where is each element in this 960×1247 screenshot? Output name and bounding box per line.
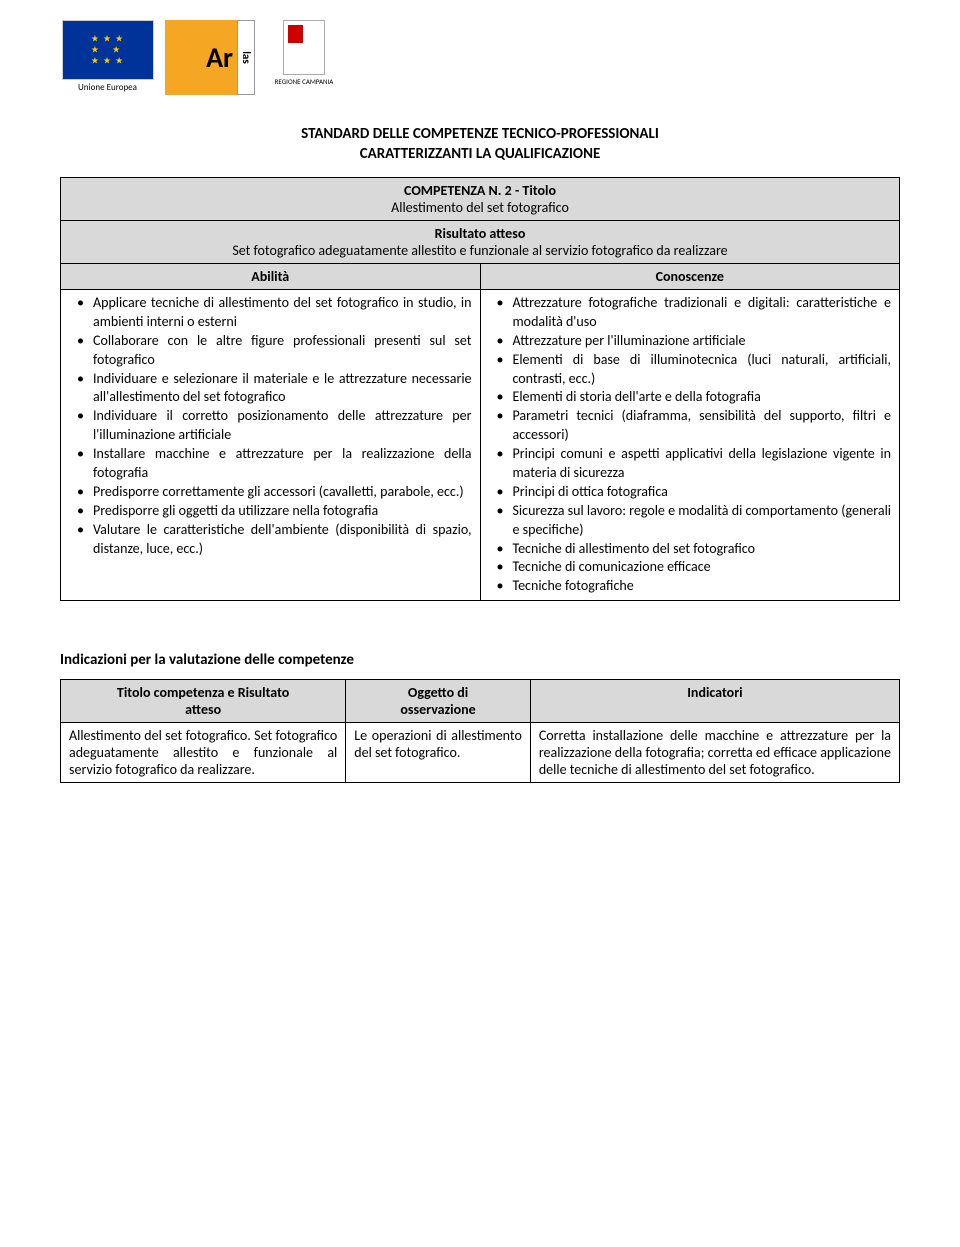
list-item: Elementi di storia dell'arte e della fot… xyxy=(489,388,892,407)
ind-col2-header: Oggetto di osservazione xyxy=(346,680,531,723)
list-item: Parametri tecnici (diaframma, sensibilit… xyxy=(489,407,892,445)
indicazioni-title: Indicazioni per la valutazione delle com… xyxy=(60,651,900,669)
page-title-line1: STANDARD DELLE COMPETENZE TECNICO-PROFES… xyxy=(60,125,900,143)
eu-flag-icon: ★ ★ ★★ ★★ ★ ★ xyxy=(62,20,154,80)
list-item: Individuare il corretto posizionamento d… xyxy=(69,407,472,445)
ind-c3: Corretta installazione delle macchine e … xyxy=(530,723,899,783)
indicazioni-table: Titolo competenza e Risultato atteso Ogg… xyxy=(60,679,900,783)
competenza-header: COMPETENZA N. 2 - Titolo Allestimento de… xyxy=(61,178,900,221)
conoscenze-list: Attrezzature fotografiche tradizionali e… xyxy=(489,294,892,596)
campania-shield-icon xyxy=(283,20,325,75)
list-item: Predisporre correttamente gli accessori … xyxy=(69,483,472,502)
logo-eu: ★ ★ ★★ ★★ ★ ★ Unione Europea xyxy=(60,20,155,95)
list-item: Sicurezza sul lavoro: regole e modalità … xyxy=(489,502,892,540)
ind-col1-header: Titolo competenza e Risultato atteso xyxy=(61,680,346,723)
list-item: Individuare e selezionare il materiale e… xyxy=(69,370,472,408)
conoscenze-header: Conoscenze xyxy=(480,264,900,290)
logo-bar: ★ ★ ★★ ★★ ★ ★ Unione Europea Ar las REGI… xyxy=(60,20,900,95)
list-item: Principi di ottica fotografica xyxy=(489,483,892,502)
list-item: Tecniche di allestimento del set fotogra… xyxy=(489,540,892,559)
risultato-label: Risultato atteso xyxy=(69,225,891,242)
list-item: Elementi di base di illuminotecnica (luc… xyxy=(489,351,892,389)
logo-campania-label: REGIONE CAMPANIA xyxy=(275,77,334,86)
list-item: Tecniche fotografiche xyxy=(489,577,892,596)
competenza-header-line2: Allestimento del set fotografico xyxy=(69,199,891,216)
logo-campania: REGIONE CAMPANIA xyxy=(269,20,339,95)
ind-c1: Allestimento del set fotografico. Set fo… xyxy=(61,723,346,783)
list-item: Installare macchine e attrezzature per l… xyxy=(69,445,472,483)
ind-c2: Le operazioni di allestimento del set fo… xyxy=(346,723,531,783)
table-row: Allestimento del set fotografico. Set fo… xyxy=(61,723,900,783)
abilita-cell: Applicare tecniche di allestimento del s… xyxy=(61,290,481,601)
list-item: Predisporre gli oggetti da utilizzare ne… xyxy=(69,502,472,521)
logo-ar-strip: las xyxy=(237,20,255,95)
list-item: Applicare tecniche di allestimento del s… xyxy=(69,294,472,332)
logo-eu-label: Unione Europea xyxy=(78,82,137,93)
logo-ar-text: Ar xyxy=(206,40,233,75)
competenza-header-line1: COMPETENZA N. 2 - Titolo xyxy=(69,182,891,199)
risultato-text: Set fotografico adeguatamente allestito … xyxy=(69,242,891,259)
abilita-list: Applicare tecniche di allestimento del s… xyxy=(69,294,472,558)
ind-col3-header: Indicatori xyxy=(530,680,899,723)
abilita-header: Abilità xyxy=(61,264,481,290)
list-item: Attrezzature fotografiche tradizionali e… xyxy=(489,294,892,332)
list-item: Collaborare con le altre figure professi… xyxy=(69,332,472,370)
list-item: Principi comuni e aspetti applicativi de… xyxy=(489,445,892,483)
list-item: Attrezzature per l'illuminazione artific… xyxy=(489,332,892,351)
list-item: Tecniche di comunicazione efficace xyxy=(489,558,892,577)
conoscenze-cell: Attrezzature fotografiche tradizionali e… xyxy=(480,290,900,601)
page-title-line2: CARATTERIZZANTI LA QUALIFICAZIONE xyxy=(60,145,900,163)
logo-ar: Ar las xyxy=(165,20,237,95)
risultato-atteso-cell: Risultato atteso Set fotografico adeguat… xyxy=(61,221,900,264)
list-item: Valutare le caratteristiche dell'ambient… xyxy=(69,521,472,559)
competenza-table: COMPETENZA N. 2 - Titolo Allestimento de… xyxy=(60,177,900,601)
